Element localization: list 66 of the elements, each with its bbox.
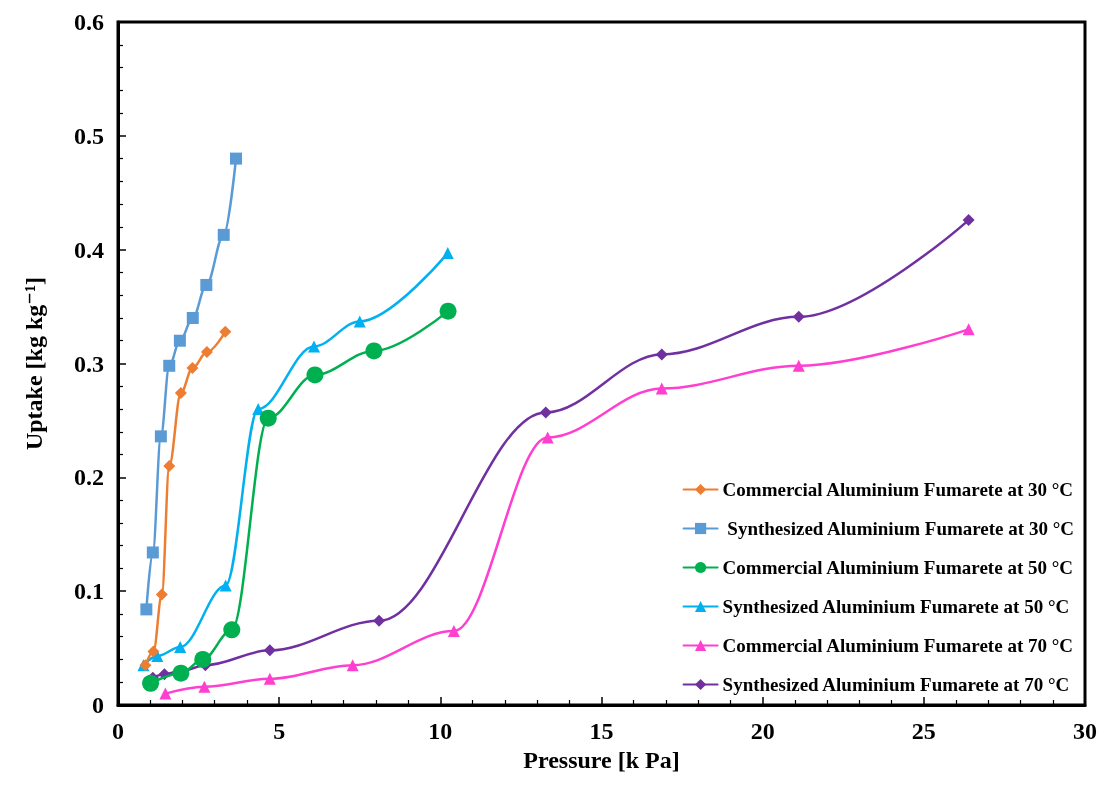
point: [655, 382, 668, 395]
point: [163, 459, 176, 472]
point: [263, 644, 276, 657]
x-axis-title: Pressure [k Pa]: [523, 746, 680, 773]
point: [155, 588, 168, 601]
x-tick-label: 25: [911, 718, 936, 744]
y-tick-label: 0.3: [74, 350, 104, 377]
point: [541, 431, 554, 444]
point: [353, 315, 366, 328]
point: [154, 430, 167, 443]
point: [198, 680, 211, 693]
x-tick-label: 30: [1073, 718, 1097, 744]
point: [655, 348, 668, 361]
point: [147, 645, 160, 658]
y-tick-label: 0.5: [74, 122, 104, 149]
point: [200, 346, 213, 359]
x-tick-label: 10: [428, 718, 453, 744]
point: [174, 387, 187, 400]
y-tick-label: 0.6: [74, 9, 104, 35]
point: [186, 362, 199, 375]
y-tick-label: 0.2: [74, 464, 104, 491]
point: [962, 323, 975, 336]
legend-label: Commercial Aluminium Fumarete at 30 °C: [722, 479, 1074, 500]
x-tick-label: 20: [750, 718, 775, 744]
point: [962, 214, 975, 227]
point: [306, 366, 324, 384]
point: [307, 340, 320, 353]
legend-label: Commercial Aluminium Fumarete at 50 °C: [722, 557, 1074, 578]
point: [142, 674, 160, 692]
point: [259, 409, 277, 427]
point: [223, 621, 241, 639]
point: [219, 579, 232, 592]
x-tick-label: 0: [112, 718, 124, 744]
point: [539, 406, 552, 419]
point: [441, 247, 454, 260]
point: [365, 342, 383, 360]
point: [140, 603, 153, 616]
legend-label: Commercial Aluminium Fumarete at 70 °C: [722, 635, 1074, 656]
point: [172, 664, 190, 682]
point: [447, 625, 460, 638]
x-tick-label: 15: [589, 718, 614, 744]
legend-label: Synthesized Aluminium Fumarete at 30 °C: [722, 518, 1074, 539]
y-tick-label: 0.4: [74, 236, 104, 263]
point: [229, 152, 242, 165]
x-tick-label: 5: [273, 718, 286, 744]
point: [186, 311, 199, 324]
point: [263, 672, 276, 685]
point: [792, 359, 805, 372]
point: [159, 687, 172, 700]
point: [146, 546, 159, 559]
point: [174, 640, 187, 653]
legend-label: Synthesized Aluminium Fumarete at 50 °C: [722, 596, 1070, 617]
point: [373, 614, 386, 627]
point: [217, 228, 230, 241]
point: [194, 650, 212, 668]
y-tick-label: 0: [92, 692, 104, 718]
y-tick-label: 0.1: [74, 578, 104, 605]
y-axis-title: Uptake [kg kg⁻¹]: [21, 276, 47, 451]
point: [219, 325, 232, 338]
point: [200, 278, 213, 291]
point: [346, 659, 359, 672]
point: [439, 302, 457, 320]
point: [163, 359, 176, 372]
legend-label: Synthesized Aluminium Fumarete at 70 °C: [722, 674, 1070, 695]
point: [792, 310, 805, 323]
point: [173, 334, 186, 347]
